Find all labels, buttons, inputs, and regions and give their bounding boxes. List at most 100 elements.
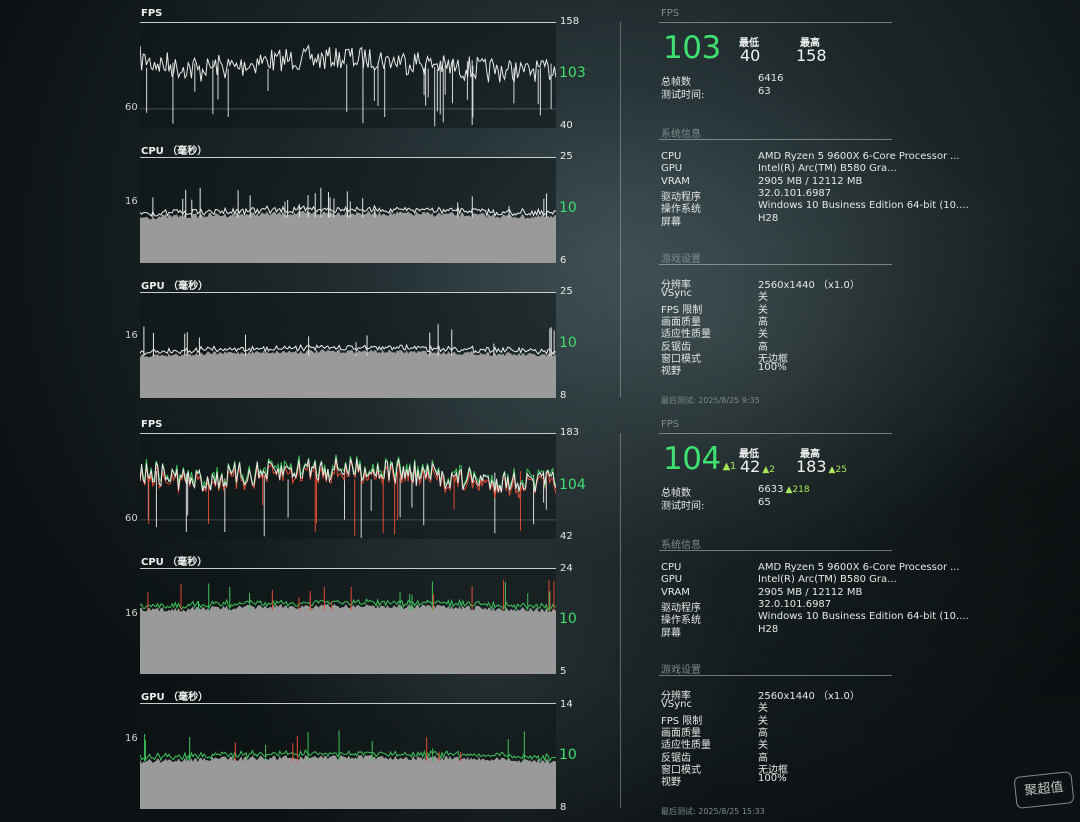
fps-trace-main (140, 44, 556, 83)
gpu-frametime-line (140, 343, 556, 356)
cpu-frametime-chart (140, 568, 556, 674)
min-fps-label: 最低 (739, 449, 759, 460)
test-time-value: 65 (758, 497, 771, 508)
cpu-axis-mid: 16 (125, 196, 138, 207)
fps-chart-title: FPS (141, 419, 163, 430)
info-row-value: 关 (758, 292, 768, 304)
info-row-value: 32.0.101.6987 (758, 187, 832, 199)
fps-average-value: 104 ▲1 (663, 441, 736, 477)
info-row-value: 2560x1440 （x1.0） (758, 691, 860, 702)
info-row-label: 操作系统 (661, 615, 701, 627)
fps-trace-main (140, 457, 556, 493)
info-row-value: 2560x1440 （x1.0） (758, 280, 860, 291)
total-frames-value: 6633 ▲218 (758, 484, 810, 495)
section-rule (659, 139, 892, 140)
fps-section-title: FPS (661, 419, 680, 430)
max-fps-value: 183 ▲25 (796, 457, 847, 476)
gpu-axis-mid: 16 (125, 330, 138, 341)
info-row-label: 画面质量 (661, 316, 701, 328)
info-row-label: 反锯齿 (661, 752, 691, 764)
info-row-label: FPS 限制 (661, 304, 703, 316)
min-fps-value: 42 ▲2 (740, 457, 776, 476)
section-rule (659, 433, 892, 434)
cpu-frametime-chart (140, 157, 556, 263)
info-row-label: 画面质量 (661, 727, 701, 739)
fps-section-title: FPS (661, 8, 680, 19)
info-row-value: AMD Ryzen 5 9600X 6-Core Processor (758, 562, 948, 573)
info-row-label: 视野 (661, 366, 681, 378)
info-row-value: AMD Ryzen 5 9600X 6-Core Processor (758, 151, 948, 162)
cpu-chart-title: CPU （毫秒） (141, 146, 208, 157)
info-row-label: VRAM (661, 586, 690, 598)
info-row-label: CPU (661, 562, 682, 573)
gpu-axis-max: 25 (560, 286, 573, 297)
test-time-label: 测试时间: (661, 90, 705, 101)
info-row-label: VRAM (661, 175, 690, 187)
section-rule (659, 264, 892, 265)
fps-chart (140, 22, 556, 128)
info-row-value: 100% (758, 362, 787, 374)
fps-current-value: 104 (559, 477, 586, 493)
info-row-value: Windows 10 Business Edition 64-bit (10..… (758, 611, 969, 623)
info-row-label: 屏幕 (661, 216, 681, 228)
cpu-trace-svg (140, 568, 556, 674)
watermark-logo: 聚超值 (1013, 771, 1075, 809)
section-rule (659, 550, 892, 551)
info-row-value: 100% (758, 773, 787, 785)
info-row-label: GPU (661, 574, 683, 586)
info-row-label: VSync (661, 288, 692, 300)
cpu-name-ellipsis: ... (950, 151, 960, 162)
cpu-frametime-area (140, 210, 556, 263)
total-frames-label: 总帧数 (661, 77, 691, 88)
info-row-label: 驱动程序 (661, 602, 701, 614)
info-row-value: Intel(R) Arc(TM) B580 Gra... (758, 163, 897, 175)
gpu-chart-title: GPU （毫秒） (141, 281, 209, 292)
fps-trace-previous (140, 459, 556, 499)
max-fps-label: 最高 (800, 38, 820, 49)
info-row-label: 窗口模式 (661, 353, 701, 365)
game-settings-title: 游戏设置 (661, 665, 701, 676)
fps-axis-max: 158 (560, 16, 580, 27)
system-info-title: 系统信息 (661, 540, 701, 551)
panel-divider (620, 433, 621, 808)
fps-axis-min: 42 (560, 531, 573, 542)
cpu-trace-svg (140, 157, 556, 263)
last-test-timestamp: 最后测试: 2025/8/25 9:35 (661, 396, 760, 405)
info-row-label: 驱动程序 (661, 191, 701, 203)
fps-trace-svg (140, 22, 556, 127)
benchmark-session-previous: FPS 158 40 60 103 CPU （毫秒） 25 6 16 10 GP… (125, 8, 969, 405)
fps-average-delta: ▲1 (722, 461, 737, 472)
info-row-label: 视野 (661, 777, 681, 789)
gpu-current-value: 10 (559, 335, 577, 351)
info-row-label: GPU (661, 163, 683, 175)
info-row-value: 关 (758, 703, 768, 715)
fps-chart (140, 433, 556, 539)
test-time-value: 63 (758, 86, 771, 97)
fps-axis-min: 40 (560, 120, 573, 131)
gpu-trace-svg (140, 703, 556, 809)
system-info-title: 系统信息 (661, 129, 701, 140)
min-fps-value: 40 (740, 46, 761, 65)
info-row-label: FPS 限制 (661, 715, 703, 727)
fps-axis-mid: 60 (125, 102, 138, 113)
cpu-current-value: 10 (559, 611, 577, 627)
info-row-value: 关 (758, 740, 768, 752)
gpu-frametime-chart (140, 703, 556, 809)
info-row-value: 高 (758, 752, 768, 764)
fps-chart-title: FPS (141, 8, 163, 19)
info-row-value: 高 (758, 727, 768, 739)
total-frames-value: 6416 (758, 73, 784, 84)
fps-trace-svg (140, 433, 556, 538)
cpu-frametime-line (140, 597, 556, 612)
info-row-value: H28 (758, 212, 779, 224)
cpu-axis-mid: 16 (125, 608, 138, 619)
info-row-value: 无边框 (758, 764, 788, 776)
fps-average-value: 103 (663, 30, 721, 66)
gpu-axis-min: 8 (560, 390, 567, 401)
info-row-label: 适应性质量 (661, 329, 711, 341)
min-fps-delta: ▲2 (762, 465, 776, 475)
gpu-current-value: 10 (559, 747, 577, 763)
info-row-label: 屏幕 (661, 627, 681, 639)
fps-current-value: 103 (559, 65, 586, 81)
info-row-label: 操作系统 (661, 204, 701, 216)
